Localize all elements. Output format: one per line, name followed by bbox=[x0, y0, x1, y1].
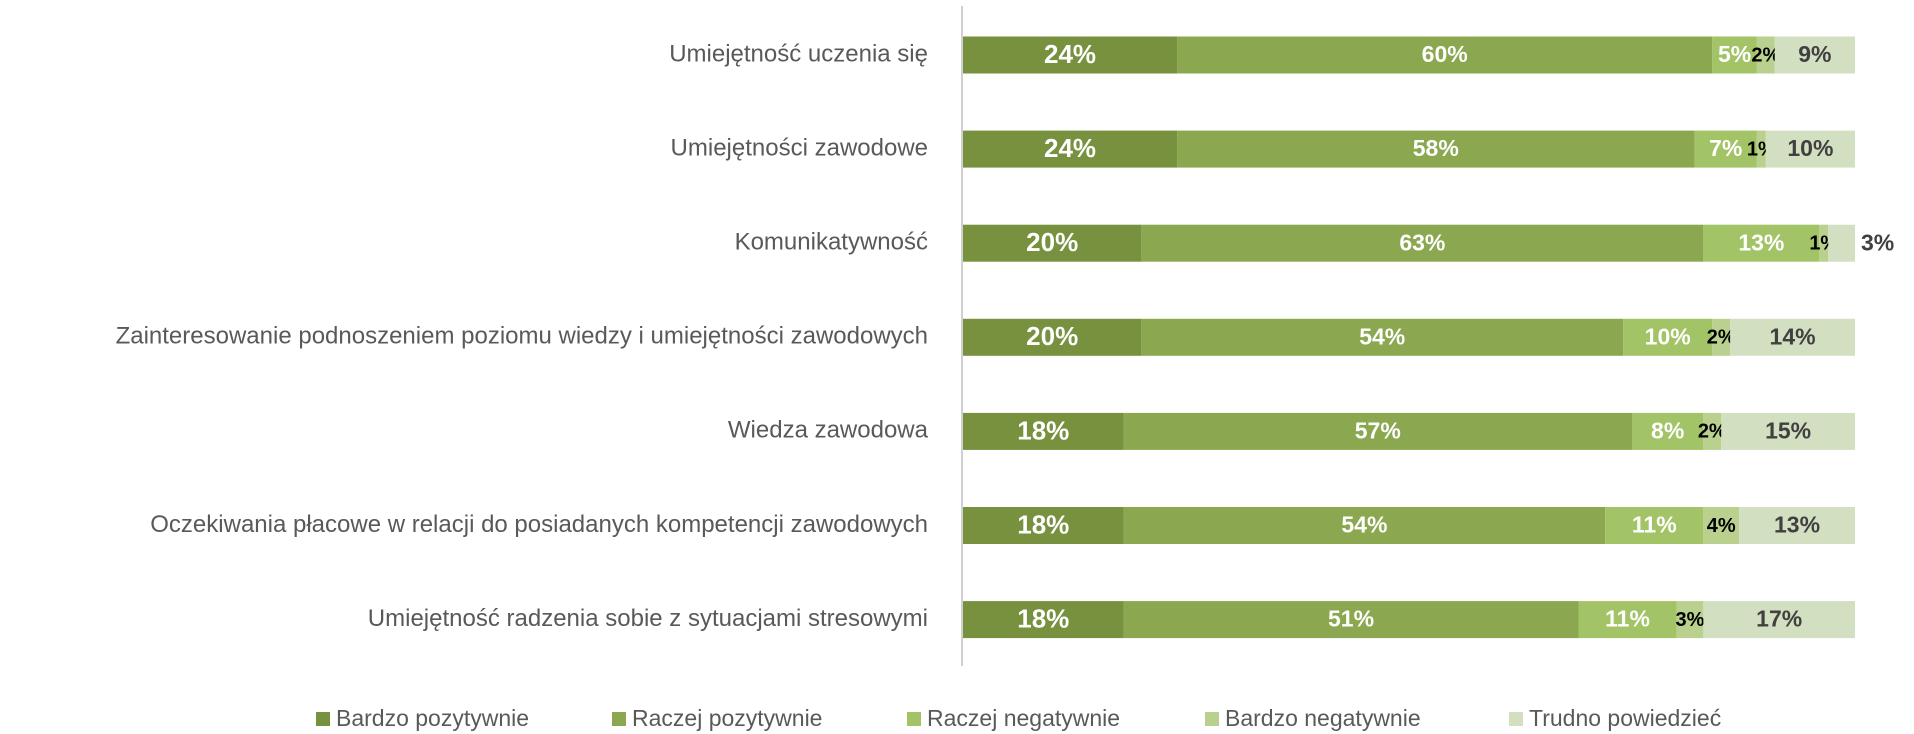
bar-segment bbox=[963, 507, 1124, 544]
value-label: 18% bbox=[1017, 603, 1069, 633]
category-label: Umiejętności zawodowe bbox=[671, 134, 928, 161]
category-label: Umiejętność radzenia sobie z sytuacjami … bbox=[368, 605, 928, 632]
legend-swatch bbox=[316, 712, 330, 726]
bar-segment bbox=[1765, 130, 1855, 168]
category-label: Wiedza zawodowa bbox=[728, 417, 929, 444]
bar-segment bbox=[1703, 224, 1820, 262]
value-label: 2% bbox=[1751, 44, 1780, 66]
bar-segment bbox=[1177, 36, 1713, 74]
value-label: 2% bbox=[1707, 327, 1736, 349]
bar-segment bbox=[1730, 318, 1855, 356]
bar-segment bbox=[1774, 36, 1855, 74]
bar-segment bbox=[1756, 36, 1775, 74]
legend-swatch bbox=[1509, 712, 1523, 726]
value-label: 8% bbox=[1651, 417, 1684, 443]
legend-swatch bbox=[907, 712, 921, 726]
legend-label: Trudno powiedzieć bbox=[1529, 705, 1721, 731]
legend-swatch bbox=[612, 712, 626, 726]
bar-segment bbox=[1578, 601, 1677, 639]
bar-segment bbox=[1828, 224, 1855, 262]
legend-label: Raczej pozytywnie bbox=[632, 705, 822, 731]
legend-swatch bbox=[1205, 712, 1219, 726]
category-label: Umiejętność uczenia się bbox=[669, 40, 928, 67]
bar-segment bbox=[963, 601, 1124, 639]
value-label: 10% bbox=[1787, 135, 1833, 161]
value-label: 2% bbox=[1698, 421, 1727, 443]
value-label: 13% bbox=[1738, 229, 1784, 255]
bar-segment bbox=[1819, 224, 1829, 262]
bar-segment bbox=[1123, 601, 1579, 639]
bar-segment bbox=[963, 224, 1142, 262]
bar-segment bbox=[1141, 224, 1704, 262]
bar-segment bbox=[963, 412, 1124, 450]
bar-segment bbox=[1141, 318, 1624, 356]
bar-segment bbox=[1703, 507, 1740, 544]
bar-segment bbox=[1123, 507, 1606, 544]
value-label: 24% bbox=[1044, 39, 1096, 69]
bar-segment bbox=[1721, 412, 1855, 450]
value-label: 58% bbox=[1413, 135, 1459, 161]
bar-segment bbox=[1703, 601, 1855, 639]
value-label: 57% bbox=[1355, 417, 1401, 443]
category-label: Zainteresowanie podnoszeniem poziomu wie… bbox=[116, 323, 928, 350]
value-label: 24% bbox=[1044, 133, 1096, 163]
value-label: 17% bbox=[1756, 606, 1802, 632]
value-label: 20% bbox=[1026, 321, 1078, 351]
value-label: 4% bbox=[1707, 515, 1736, 537]
value-label: 3% bbox=[1676, 609, 1705, 631]
value-label: 3% bbox=[1861, 229, 1894, 255]
bar-segment bbox=[1756, 130, 1766, 168]
value-label: 51% bbox=[1328, 606, 1374, 632]
value-label: 60% bbox=[1422, 41, 1468, 67]
bar-segment bbox=[1694, 130, 1757, 168]
bar-segment bbox=[1676, 601, 1704, 639]
value-label: 20% bbox=[1026, 227, 1078, 257]
value-label: 18% bbox=[1017, 415, 1069, 445]
bar-segment bbox=[1123, 412, 1632, 450]
bar-segment bbox=[1623, 318, 1713, 356]
bar-segment bbox=[1177, 130, 1695, 168]
value-label: 15% bbox=[1765, 417, 1811, 443]
bar-segment bbox=[1632, 412, 1704, 450]
value-label: 7% bbox=[1709, 135, 1742, 161]
value-label: 54% bbox=[1359, 323, 1405, 349]
bar-segment bbox=[1739, 507, 1855, 544]
value-label: 63% bbox=[1399, 229, 1445, 255]
bar-segment bbox=[963, 36, 1178, 74]
value-label: 11% bbox=[1632, 512, 1677, 538]
bar-segment bbox=[1703, 412, 1722, 450]
bar-segment bbox=[1712, 318, 1731, 356]
bar-segment bbox=[1712, 36, 1757, 74]
bar-segment bbox=[963, 318, 1142, 356]
value-label: 10% bbox=[1645, 323, 1691, 349]
value-label: 9% bbox=[1798, 41, 1831, 67]
value-label: 14% bbox=[1770, 323, 1816, 349]
legend-label: Bardzo pozytywnie bbox=[336, 705, 529, 731]
legend-label: Raczej negatywnie bbox=[927, 705, 1120, 731]
value-label: 13% bbox=[1774, 512, 1820, 538]
bar-segment bbox=[1605, 507, 1704, 544]
value-label: 5% bbox=[1718, 41, 1751, 67]
category-label: Oczekiwania płacowe w relacji do posiada… bbox=[150, 511, 928, 538]
bar-segment bbox=[963, 130, 1178, 168]
value-label: 11% bbox=[1605, 606, 1650, 632]
legend-label: Bardzo negatywnie bbox=[1225, 705, 1421, 731]
value-label: 18% bbox=[1017, 509, 1069, 539]
value-label: 54% bbox=[1341, 512, 1387, 538]
category-label: Komunikatywność bbox=[735, 229, 928, 256]
